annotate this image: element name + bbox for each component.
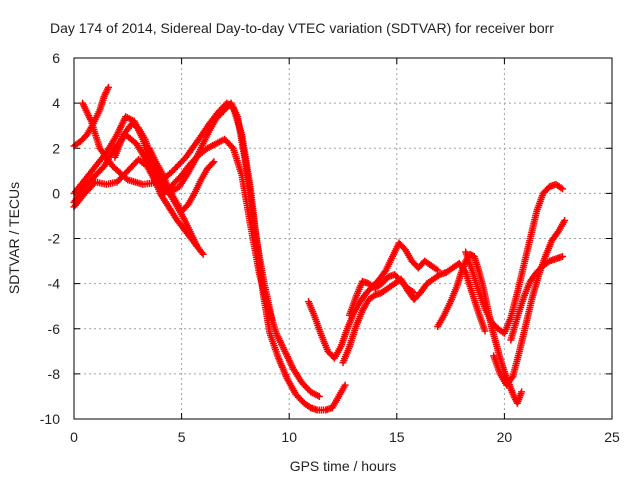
y-tick-label: -4 bbox=[48, 276, 61, 292]
y-tick-label: 4 bbox=[52, 95, 60, 111]
x-tick-label: 10 bbox=[281, 429, 297, 445]
x-tick-label: 5 bbox=[178, 429, 186, 445]
data-point bbox=[228, 143, 236, 151]
data-point bbox=[481, 327, 489, 335]
data-point bbox=[559, 185, 567, 193]
x-axis-label: GPS time / hours bbox=[290, 458, 397, 474]
x-tick-labels: 0 5 10 15 20 25 bbox=[70, 429, 620, 445]
series-track-5 bbox=[70, 113, 207, 258]
data-point bbox=[210, 158, 218, 166]
series-track-7 bbox=[145, 144, 218, 215]
y-tick-label: -10 bbox=[40, 411, 60, 427]
data-point bbox=[410, 289, 418, 297]
series-track-8 bbox=[305, 239, 442, 362]
y-tick-label: 0 bbox=[52, 185, 60, 201]
y-tick-label: -8 bbox=[48, 366, 61, 382]
y-tick-label: -6 bbox=[48, 321, 61, 337]
data-point bbox=[508, 374, 516, 382]
x-tick-label: 20 bbox=[497, 429, 513, 445]
series-track-10 bbox=[345, 271, 418, 319]
data-point bbox=[315, 392, 323, 400]
series-track-1 bbox=[70, 83, 112, 150]
series-track-3 bbox=[70, 135, 323, 400]
data-point bbox=[104, 83, 112, 91]
series-track-12 bbox=[462, 180, 567, 337]
data-point bbox=[559, 253, 567, 261]
data-points bbox=[70, 83, 569, 414]
data-point bbox=[268, 316, 276, 324]
data-point bbox=[199, 250, 207, 258]
data-point bbox=[561, 216, 569, 224]
y-tick-label: 2 bbox=[52, 140, 60, 156]
y-tick-labels: -10 -8 -6 -4 -2 0 2 4 6 bbox=[40, 50, 60, 427]
data-point bbox=[193, 241, 201, 249]
x-tick-label: 25 bbox=[604, 429, 620, 445]
data-point bbox=[341, 381, 349, 389]
data-point bbox=[518, 388, 526, 396]
data-point bbox=[209, 159, 217, 167]
series-track-9 bbox=[339, 259, 489, 367]
plot-frame bbox=[73, 57, 613, 420]
x-tick-label: 0 bbox=[70, 429, 78, 445]
y-axis-label: SDTVAR / TECUs bbox=[6, 182, 22, 294]
y-tick-label: -2 bbox=[48, 231, 61, 247]
x-tick-label: 15 bbox=[389, 429, 405, 445]
series-track-14 bbox=[507, 253, 567, 344]
y-tick-label: 6 bbox=[52, 50, 60, 66]
chart-title: Day 174 of 2014, Sidereal Day-to-day VTE… bbox=[50, 20, 554, 36]
